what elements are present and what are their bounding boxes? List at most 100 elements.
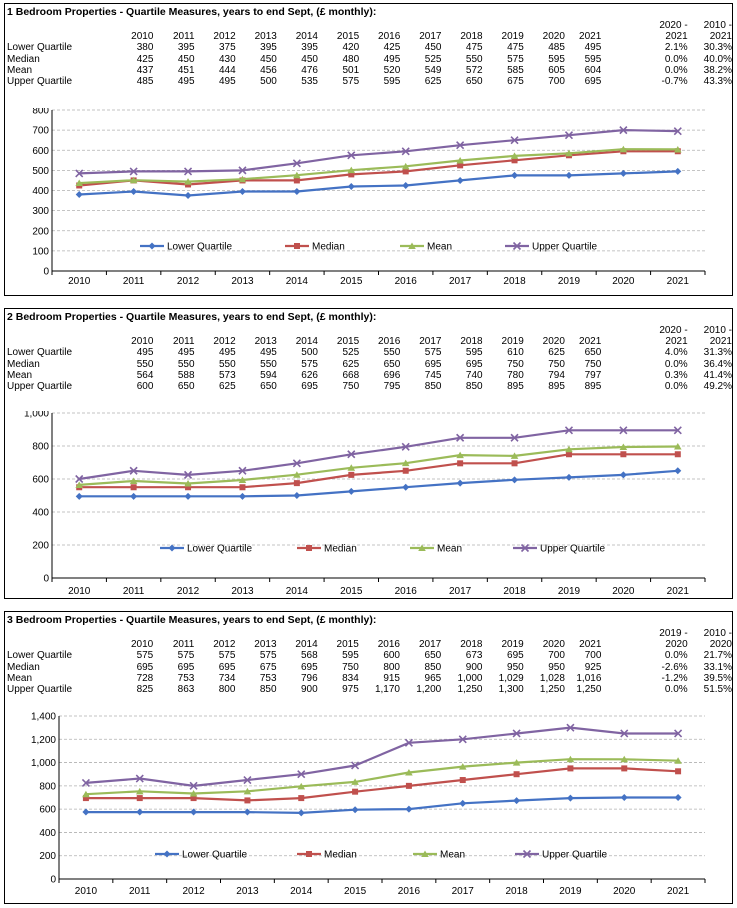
change-cell: 51.5% [703,684,732,696]
data-point [292,459,301,468]
value-cell: 485 [136,76,154,88]
year-header: 2016 [378,31,401,43]
value-cell: 444 [218,64,236,76]
data-point [567,765,574,772]
data-point [565,445,573,453]
data-point [401,162,410,170]
data-point [189,781,198,790]
value-cell: 573 [218,369,236,381]
year-header: 2010 [131,31,154,43]
value-cell: 900 [465,661,483,673]
value-cell: 575 [259,650,277,662]
series-upper-quartile [75,426,682,484]
value-cell: 451 [177,64,195,76]
change-cell: 4.0% [664,347,688,359]
blank-cell [153,20,194,31]
value-cell: 780 [507,369,524,381]
value-cell: 668 [342,369,360,381]
data-point [401,147,410,156]
y-tick-label: 800 [39,781,56,792]
data-point [238,175,247,183]
line-chart: 0 200 400 600 800 1,000 1,200 1,400 2010 2011 2012… [31,712,706,897]
row-label: Median [7,53,40,65]
year-header: 2012 [213,639,236,651]
series-median [76,451,681,491]
year-header: 2020 [542,31,565,43]
row-label: Upper Quartile [7,684,73,696]
blank-cell [72,54,112,65]
value-cell: 695 [507,650,524,662]
value-cell: 395 [177,42,195,54]
y-tick-label: 1,000 [24,411,49,420]
blank-cell [72,336,112,347]
row-label: Mean [7,64,33,76]
change-header: 2021 [709,31,732,43]
blank-cell [601,325,645,336]
value-cell: 595 [383,76,401,88]
data-point [459,799,467,807]
data-point [135,774,144,783]
y-tick-label: 0 [43,267,49,278]
series-line [85,796,679,815]
value-cell: 425 [136,53,154,65]
x-tick-label: 2014 [290,886,313,897]
data-point [401,459,410,467]
value-cell: 550 [260,358,277,370]
value-cell: 594 [260,369,277,381]
blank-cell [601,76,645,87]
value-cell: 450 [301,53,318,65]
data-point [401,442,410,451]
x-tick-label: 2021 [667,586,690,597]
year-header: 2017 [419,336,442,348]
blank-cell [400,20,441,31]
data-point [75,191,83,199]
value-cell: 550 [136,358,154,370]
series-lower-quartile [75,167,682,200]
data-point [293,480,300,487]
data-point [352,788,359,795]
x-tick-label: 2018 [503,276,526,287]
value-cell: 495 [584,42,602,54]
panel-title: 3 Bedroom Properties - Quartile Measures… [7,614,377,626]
value-cell: 501 [342,64,360,76]
series-line [79,148,678,185]
change-cell: 0.0% [664,684,688,696]
blank-cell [601,628,645,639]
table-row: Mean 728 753 734 753 796 834 915 965 1,000 1,029 1,… [5,673,732,684]
data-point [351,806,359,814]
blank-cell [601,381,645,392]
data-point [512,729,521,738]
series-line [79,445,678,486]
data-point [347,182,355,190]
data-point [513,797,521,805]
legend-item: Mean [410,544,462,555]
legend-marker [408,242,416,249]
data-point [185,484,192,491]
value-cell: 495 [177,76,195,88]
series-line [79,128,678,175]
data-point [136,808,144,816]
value-cell: 476 [301,64,318,76]
y-tick-label: 400 [32,186,49,197]
blank-cell [5,31,72,42]
table-row: Upper Quartile 825 863 800 850 900 975 1,170 1,2… [5,684,732,695]
value-cell: 650 [424,650,442,662]
header-row-top: 2019 - 2010 - [5,628,732,639]
x-tick-label: 2016 [395,586,418,597]
blank-cell [601,65,645,76]
blank-cell [112,628,153,639]
data-point [347,464,356,471]
blank-cell [153,628,194,639]
value-cell: 850 [424,661,442,673]
value-cell: 696 [383,369,401,381]
value-cell: 575 [218,650,236,662]
data-point [566,794,574,802]
value-cell: 495 [177,347,195,359]
value-cell: 475 [507,42,524,54]
data-point [135,787,144,795]
year-header: 2015 [336,336,360,348]
value-cell: 480 [342,53,360,65]
series-line [79,469,678,498]
data-point [674,167,682,175]
value-cell: 495 [383,53,401,65]
